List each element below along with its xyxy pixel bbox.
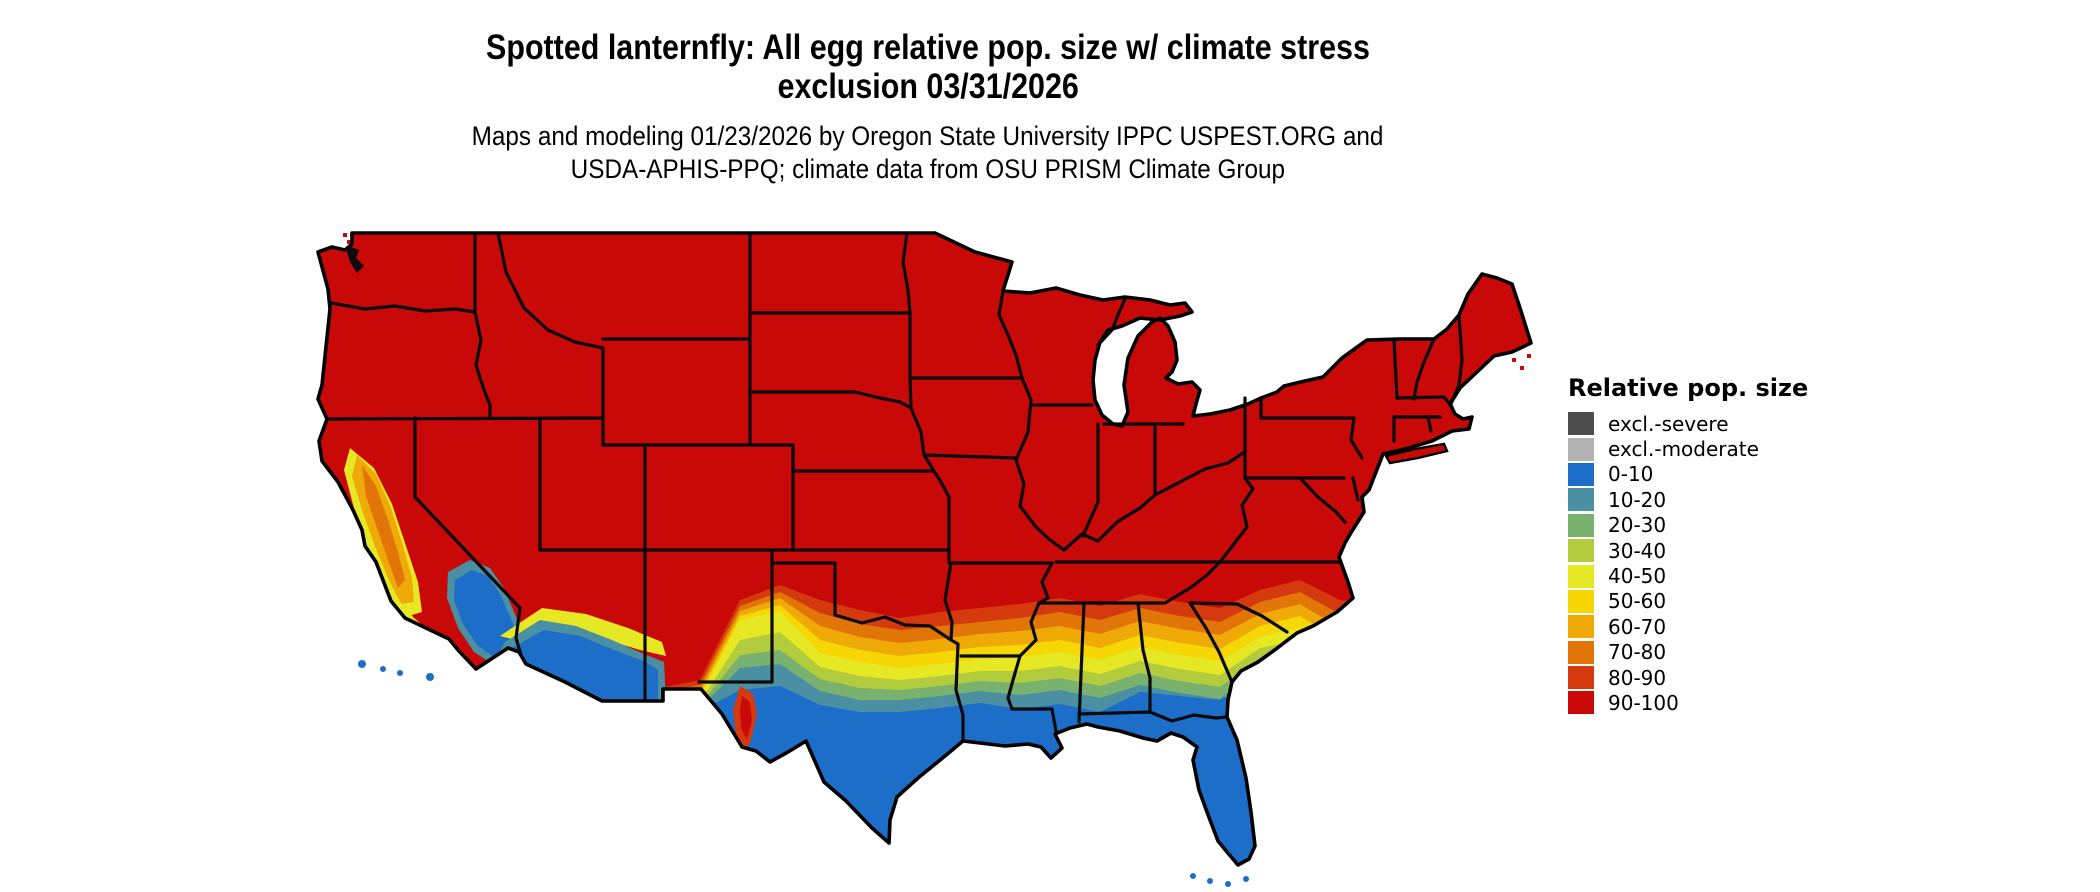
legend-swatch [1568,513,1594,537]
legend-swatch [1568,462,1594,486]
maine-island-dot [1512,358,1516,362]
legend-item-10-20: 10-20 [1568,487,1808,512]
florida-keys-dot [1190,873,1196,879]
legend: Relative pop. size excl.-severe excl.-mo… [1568,374,1808,716]
state-borders-midwest [997,289,1245,552]
legend-label: 60-70 [1608,614,1667,639]
legend-item-30-40: 30-40 [1568,538,1808,563]
legend-label: 80-90 [1608,665,1667,690]
title-line-2: exclusion 03/31/2026 [777,67,1079,106]
florida-keys-dot [1243,876,1249,882]
legend-swatch-rect [1568,691,1594,715]
florida-keys-dot [1207,878,1213,884]
legend-item-excl-moderate: excl.-moderate [1568,436,1808,461]
legend-item-0-10: 0-10 [1568,462,1808,487]
title-line-1: Spotted lanternfly: All egg relative pop… [486,28,1370,67]
legend-item-excl-severe: excl.-severe [1568,411,1808,436]
legend-swatch-rect [1568,488,1594,512]
san-juan-island-dot [347,240,351,244]
legend-label: excl.-severe [1608,411,1729,436]
legend-item-40-50: 40-50 [1568,563,1808,588]
legend-swatch-rect [1568,615,1594,639]
legend-swatch-rect [1568,539,1594,563]
state-borders-plains [748,231,1054,743]
legend-swatch-rect [1568,589,1594,613]
legend-swatch [1568,564,1594,588]
legend-swatch [1568,412,1594,436]
page-title: Spotted lanternfly: All egg relative pop… [0,28,1856,106]
state-borders-east [1218,313,1464,564]
long-island [1384,442,1449,465]
subtitle-line-2: USDA-APHIS-PPQ; climate data from OSU PR… [570,154,1286,184]
legend-swatch [1568,589,1594,613]
legend-label: 30-40 [1608,538,1667,563]
map-region-90-100 [318,233,1531,865]
legend-item-60-70: 60-70 [1568,614,1808,639]
legend-item-70-80: 70-80 [1568,640,1808,665]
legend-label: excl.-moderate [1608,437,1759,462]
legend-label: 70-80 [1608,640,1667,665]
legend-item-20-30: 20-30 [1568,513,1808,538]
legend-item-90-100: 90-100 [1568,690,1808,715]
channel-island-dot [380,666,386,672]
san-juan-island-dot [343,233,347,237]
legend-swatch [1568,437,1594,461]
legend-swatch-rect [1568,437,1594,461]
legend-label: 50-60 [1608,589,1667,614]
legend-title: Relative pop. size [1568,374,1809,402]
legend-swatch-rect [1568,640,1594,664]
legend-swatch [1568,488,1594,512]
legend-swatch-rect [1568,513,1594,537]
legend-swatch [1568,539,1594,563]
legend-item-50-60: 50-60 [1568,589,1808,614]
maine-island-dot [1520,366,1524,370]
channel-island-dot [426,673,434,681]
subtitle-line-1: Maps and modeling 01/23/2026 by Oregon S… [472,121,1384,151]
legend-swatch-rect [1568,564,1594,588]
puget-sound [347,246,364,273]
legend-label: 0-10 [1608,462,1654,487]
maine-island-dot [1527,354,1531,358]
legend-label: 10-20 [1608,487,1667,512]
map-patch-ca-valley-core [362,465,405,588]
map-patch-westtx-core [740,696,752,740]
legend-item-80-90: 80-90 [1568,665,1808,690]
legend-swatch [1568,640,1594,664]
legend-swatch-rect [1568,666,1594,690]
page-subtitle: Maps and modeling 01/23/2026 by Oregon S… [0,120,1856,186]
legend-swatch [1568,691,1594,715]
channel-island-dot [397,670,403,676]
legend-swatch-rect [1568,412,1594,436]
legend-label: 90-100 [1608,690,1679,715]
map-fill-layers [318,233,1531,865]
channel-island-dot [358,660,366,668]
legend-label: 40-50 [1608,564,1667,589]
florida-keys-dot [1225,881,1231,887]
legend-swatch [1568,615,1594,639]
state-borders-south [1006,560,1289,733]
legend-label: 20-30 [1608,513,1667,538]
legend-swatch [1568,666,1594,690]
us-outline [316,231,1533,867]
legend-swatch-rect [1568,462,1594,486]
state-borders [325,231,1464,743]
map-offshore-dots [343,233,1531,887]
